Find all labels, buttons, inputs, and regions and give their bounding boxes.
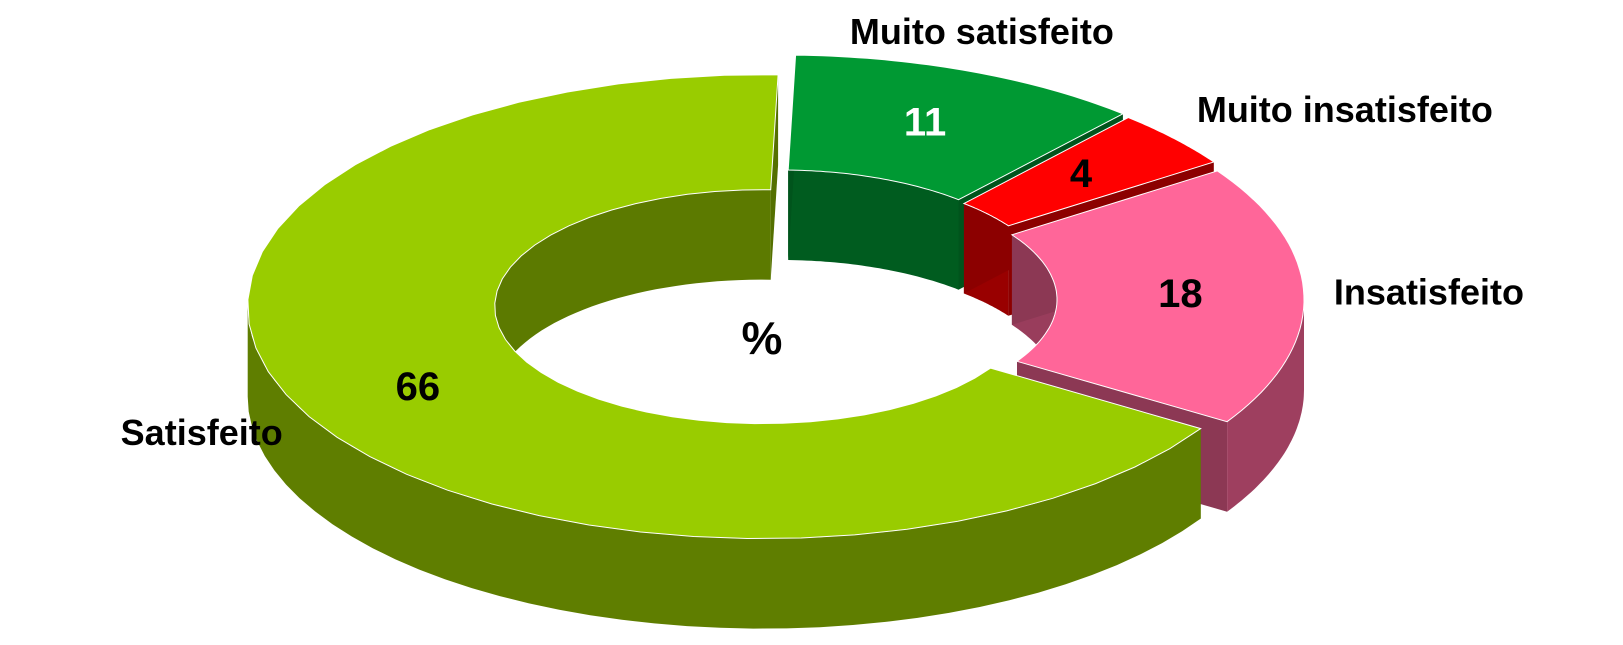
outer-wall bbox=[247, 306, 1201, 629]
outer-wall bbox=[1227, 299, 1304, 512]
value-label: 66 bbox=[396, 365, 441, 409]
donut-slice bbox=[962, 117, 1215, 227]
category-label: Insatisfeito bbox=[1334, 271, 1524, 312]
donut-slice bbox=[1010, 170, 1305, 423]
inner-wall bbox=[494, 189, 771, 397]
center-label: % bbox=[742, 312, 783, 364]
category-label: Muito insatisfeito bbox=[1197, 89, 1493, 130]
inner-wall bbox=[788, 170, 959, 290]
value-label: 18 bbox=[1158, 272, 1203, 316]
category-label: Satisfeito bbox=[121, 412, 283, 453]
donut-slice bbox=[787, 54, 1125, 201]
value-label: 11 bbox=[904, 100, 946, 144]
category-label: Muito satisfeito bbox=[850, 11, 1114, 52]
end-wall bbox=[770, 74, 779, 280]
donut-slice bbox=[247, 74, 1202, 540]
value-label: 4 bbox=[1070, 152, 1093, 196]
